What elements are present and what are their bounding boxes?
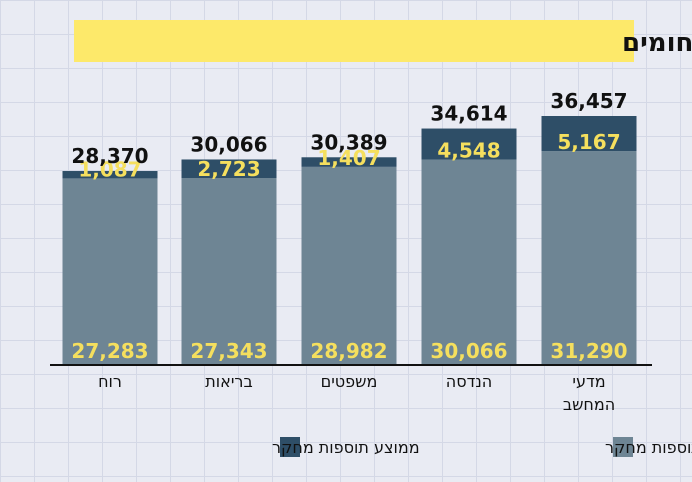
bar-research-1 [181, 159, 277, 178]
title-banner [74, 20, 634, 62]
category-label-4-line-1: המחשב [563, 395, 615, 414]
legend-label-research: ממוצע תוספות מחקר [272, 438, 420, 457]
label-total-2: 30,389 [310, 130, 387, 154]
label-base-2: 28,982 [310, 339, 387, 363]
category-label-1: בריאות [205, 372, 252, 391]
bar-base-4 [541, 151, 637, 364]
bar-base-3 [421, 159, 517, 364]
legend-swatch-research [280, 437, 300, 457]
legend-label-base: ממוצע שכר ללא תוספות מחקר [605, 438, 692, 457]
bar-research-0 [62, 171, 158, 179]
legend-swatch-base [613, 437, 633, 457]
category-label-0: רוח [98, 372, 122, 391]
bar-base-2 [301, 166, 397, 364]
label-total-0: 28,370 [71, 144, 148, 168]
bar-research-2 [301, 157, 397, 167]
label-base-0: 27,283 [71, 339, 148, 363]
label-research-1: 2,723 [197, 157, 260, 181]
label-base-4: 31,290 [550, 339, 627, 363]
label-research-0: 1,087 [78, 157, 141, 181]
label-base-1: 27,343 [190, 339, 267, 363]
category-labels: רוח בריאות משפטים הנדסה מדעי המחשב [98, 372, 615, 414]
label-total-1: 30,066 [190, 132, 267, 156]
category-label-4-line-0: מדעי [572, 372, 605, 391]
label-total-4: 36,457 [550, 89, 627, 113]
label-research-3: 4,548 [437, 138, 500, 162]
label-research-2: 1,407 [317, 146, 380, 170]
bar-group: 27,2831,08728,37027,3432,72330,06628,982… [62, 89, 637, 364]
bar-base-0 [62, 178, 158, 364]
bar-base-1 [181, 177, 277, 364]
category-label-2: משפטים [321, 372, 378, 391]
chart-title: שכר חודשי ממוצע לפי תחומים [622, 28, 692, 58]
category-label-3: הנדסה [446, 372, 492, 391]
label-total-3: 34,614 [430, 102, 507, 126]
bar-research-4 [541, 116, 637, 152]
bar-research-3 [421, 128, 517, 160]
legend: ממוצע שכר ללא תוספות מחקר ממוצע תוספות מ… [272, 437, 692, 457]
label-research-4: 5,167 [557, 130, 620, 154]
label-base-3: 30,066 [430, 339, 507, 363]
